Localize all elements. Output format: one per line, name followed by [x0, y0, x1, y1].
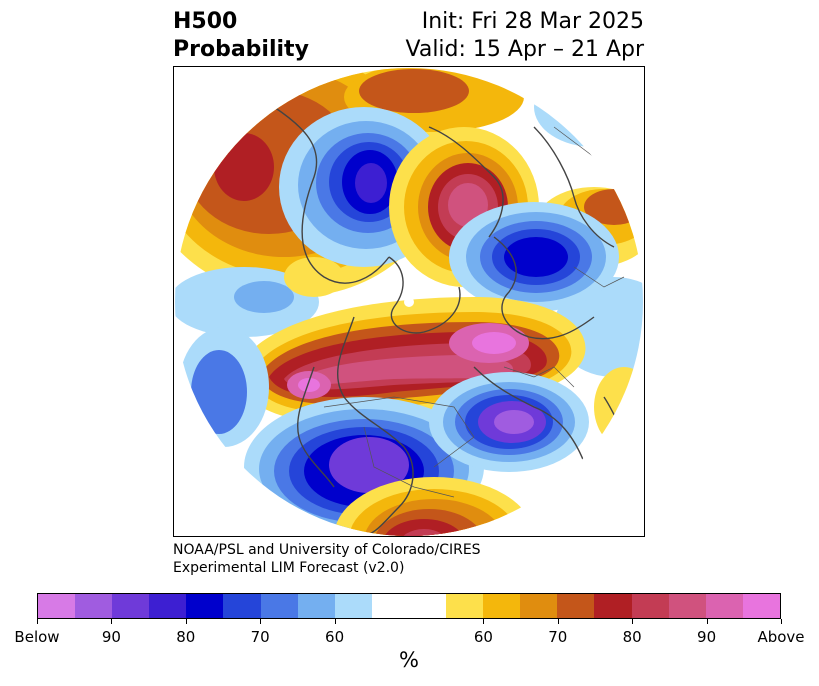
colorbar-swatch [668, 594, 706, 618]
colorbar-tick-mark [483, 619, 485, 624]
colorbar-swatch [149, 594, 187, 618]
polar-probability-map [175, 68, 643, 536]
colorbar-tick-mark [781, 619, 782, 624]
colorbar-tick-mark [111, 619, 113, 624]
colorbar-tick-mark [185, 619, 187, 624]
colorbar-swatch [186, 594, 224, 618]
colorbar-tick-label: 80 [622, 628, 642, 646]
colorbar [37, 593, 781, 619]
colorbar-swatch [297, 594, 335, 618]
colorbar-swatch [334, 594, 372, 618]
colorbar-tick-mark [334, 619, 336, 624]
product-title: Probability [173, 37, 309, 62]
colorbar-tick-mark [632, 619, 634, 624]
colorbar-tick-label: Below [14, 628, 60, 646]
colorbar-unit: % [399, 648, 419, 672]
colorbar-swatch [631, 594, 669, 618]
title-block: H500 Probability [173, 8, 309, 64]
colorbar-tick-label: 90 [697, 628, 717, 646]
anomaly-below-scandinavia [449, 202, 619, 312]
date-block: Init: Fri 28 Mar 2025 Valid: 15 Apr – 21… [406, 8, 645, 64]
colorbar-swatch [408, 594, 447, 618]
colorbar-tick-mark [260, 619, 262, 624]
colorbar-swatch [371, 594, 409, 618]
colorbar-swatch [260, 594, 298, 618]
colorbar-tick-label: 80 [176, 628, 196, 646]
colorbar-swatch [705, 594, 743, 618]
colorbar-tick-mark [557, 619, 559, 624]
credit-line-1: NOAA/PSL and University of Colorado/CIRE… [173, 542, 481, 558]
colorbar-swatch [38, 594, 76, 618]
colorbar-swatch [520, 594, 558, 618]
colorbar-swatch [75, 594, 113, 618]
colorbar-swatch [446, 594, 484, 618]
colorbar-swatch [742, 594, 780, 618]
variable-title: H500 [173, 9, 238, 34]
colorbar-tick-label: 90 [101, 628, 121, 646]
colorbar-tick-mark [37, 619, 38, 624]
colorbar-swatch [223, 594, 261, 618]
colorbar-tick-label: 60 [325, 628, 345, 646]
anomaly-below-central-asia [429, 372, 589, 472]
colorbar-swatch [112, 594, 150, 618]
colorbar-swatch [557, 594, 595, 618]
colorbar-tick-label: 60 [473, 628, 493, 646]
colorbar-tick-mark [706, 619, 708, 624]
colorbar-swatch [594, 594, 632, 618]
colorbar-tick-label: Above [757, 628, 805, 646]
credit-block: NOAA/PSL and University of Colorado/CIRE… [173, 541, 481, 577]
north-pole-marker [404, 297, 414, 307]
valid-range: Valid: 15 Apr – 21 Apr [405, 37, 645, 62]
credit-line-2: Experimental LIM Forecast (v2.0) [173, 560, 405, 576]
init-date: Init: Fri 28 Mar 2025 [421, 9, 644, 34]
forecast-map [173, 66, 645, 537]
colorbar-tick-label: 70 [250, 628, 270, 646]
coastlines [273, 106, 630, 536]
colorbar-tick-label: 70 [548, 628, 568, 646]
colorbar-swatch [483, 594, 521, 618]
